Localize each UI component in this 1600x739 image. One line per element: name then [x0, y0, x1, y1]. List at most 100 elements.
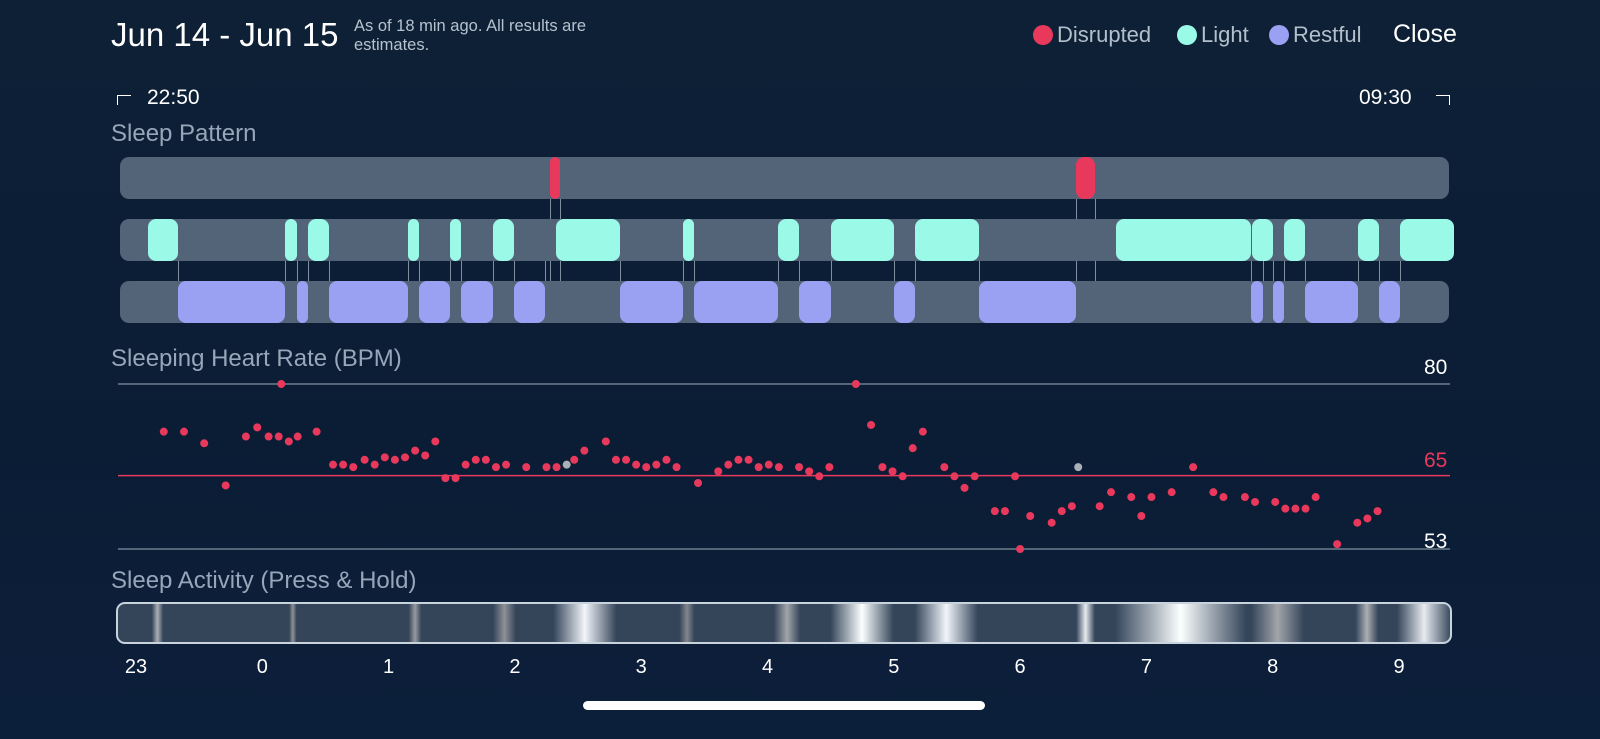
- restful-segment: [894, 281, 916, 323]
- stage-transition-line: [419, 240, 421, 302]
- light-segment: [148, 219, 179, 261]
- hr-point: [1373, 507, 1382, 516]
- stage-transition-line: [894, 240, 896, 302]
- stage-transition-line: [1379, 240, 1381, 302]
- light-segment: [777, 219, 800, 261]
- stage-transition-line: [544, 240, 546, 302]
- hr-point: [339, 460, 348, 469]
- sleep-activity-bar[interactable]: [116, 602, 1452, 644]
- hr-point: [471, 455, 480, 464]
- restful-segment: [513, 281, 545, 323]
- hr-point: [329, 460, 338, 469]
- hr-point: [724, 460, 733, 469]
- light-segment: [830, 219, 895, 261]
- hr-point: [652, 460, 661, 469]
- stage-transition-line: [408, 240, 410, 302]
- stage-transition-line: [307, 240, 309, 302]
- time-tick-label: 0: [256, 656, 268, 678]
- stage-transition-line: [683, 240, 684, 302]
- time-tick-label: 6: [1014, 656, 1026, 678]
- time-tick-label: 2: [509, 656, 521, 678]
- stage-transition-line: [296, 240, 298, 302]
- light-track[interactable]: [120, 219, 1454, 261]
- hr-point: [349, 463, 358, 472]
- hr-min-label: 53: [1424, 530, 1448, 553]
- hr-point: [1189, 463, 1198, 472]
- time-tick-label: 9: [1393, 656, 1405, 678]
- hr-point: [241, 432, 250, 441]
- hr-point: [390, 455, 399, 464]
- hr-point: [481, 455, 490, 464]
- hr-point: [950, 472, 959, 481]
- restful-segment: [419, 281, 451, 323]
- hr-point: [878, 463, 887, 472]
- hr-point: [253, 423, 262, 432]
- disrupted-dot-icon: [1033, 25, 1053, 45]
- hr-point: [401, 453, 410, 462]
- date-range-title: Jun 14 - Jun 15: [111, 16, 339, 53]
- stage-transition-line: [1305, 240, 1307, 302]
- restful-segment: [978, 281, 1076, 323]
- hr-point: [970, 472, 979, 481]
- stage-transition-line: [978, 240, 980, 302]
- hr-point: [200, 439, 209, 448]
- hr-point: [1011, 472, 1020, 481]
- stage-transition-line: [178, 240, 180, 302]
- close-button[interactable]: Close: [1393, 20, 1457, 48]
- sleep-pattern-title: Sleep Pattern: [111, 120, 257, 147]
- time-tick-label: 4: [761, 656, 774, 678]
- hr-point: [1107, 488, 1116, 497]
- restful-segment: [619, 281, 683, 323]
- hr-point: [805, 467, 814, 476]
- hr-point: [744, 455, 753, 464]
- hr-point: [825, 463, 834, 472]
- hr-point: [264, 432, 273, 441]
- hr-point: [1281, 504, 1290, 513]
- time-tick-label: 23: [124, 656, 148, 678]
- home-indicator[interactable]: [583, 701, 985, 710]
- hr-point: [940, 463, 949, 472]
- light-segment: [285, 219, 297, 261]
- stage-transition-line: [799, 240, 801, 302]
- restful-dot-icon: [1269, 25, 1289, 45]
- stage-transition-line: [285, 240, 287, 302]
- stage-transition-line: [450, 240, 452, 302]
- restful-segment: [296, 281, 308, 323]
- stage-transition-line: [513, 240, 515, 302]
- stage-transition-line: [1251, 240, 1253, 302]
- hr-point: [552, 463, 561, 472]
- hr-point: [277, 380, 286, 388]
- hr-point: [1057, 507, 1066, 516]
- hr-point: [1147, 493, 1156, 502]
- light-segment: [450, 219, 462, 261]
- restful-segment: [178, 281, 286, 323]
- hr-point: [1363, 514, 1372, 523]
- light-segment: [492, 219, 514, 261]
- disrupted-track[interactable]: [120, 157, 1449, 199]
- restful-segment: [461, 281, 493, 323]
- light-segment: [683, 219, 695, 261]
- hr-avg-label: 65: [1424, 449, 1448, 472]
- legend-disrupted: Disrupted: [1033, 22, 1151, 48]
- hr-point: [1095, 502, 1104, 511]
- estimate-note: As of 18 min ago. All results are estima…: [354, 17, 587, 54]
- hr-point: [774, 463, 783, 472]
- hr-point: [888, 467, 897, 476]
- hr-point: [918, 427, 927, 436]
- hr-point: [1209, 488, 1218, 497]
- restful-track[interactable]: [120, 281, 1449, 323]
- time-tick-label: 3: [635, 656, 647, 678]
- hr-point: [1127, 493, 1136, 502]
- restful-segment: [328, 281, 409, 323]
- hr-point: [312, 427, 321, 436]
- legend-light-label: Light: [1201, 22, 1249, 47]
- disrupted-segment: [550, 157, 561, 199]
- restful-segment: [1379, 281, 1401, 323]
- hr-point: [734, 455, 743, 464]
- restful-segment: [799, 281, 831, 323]
- hr-point: [274, 432, 283, 441]
- restful-segment: [1251, 281, 1263, 323]
- hr-point: [714, 467, 723, 476]
- hr-point: [1000, 507, 1009, 516]
